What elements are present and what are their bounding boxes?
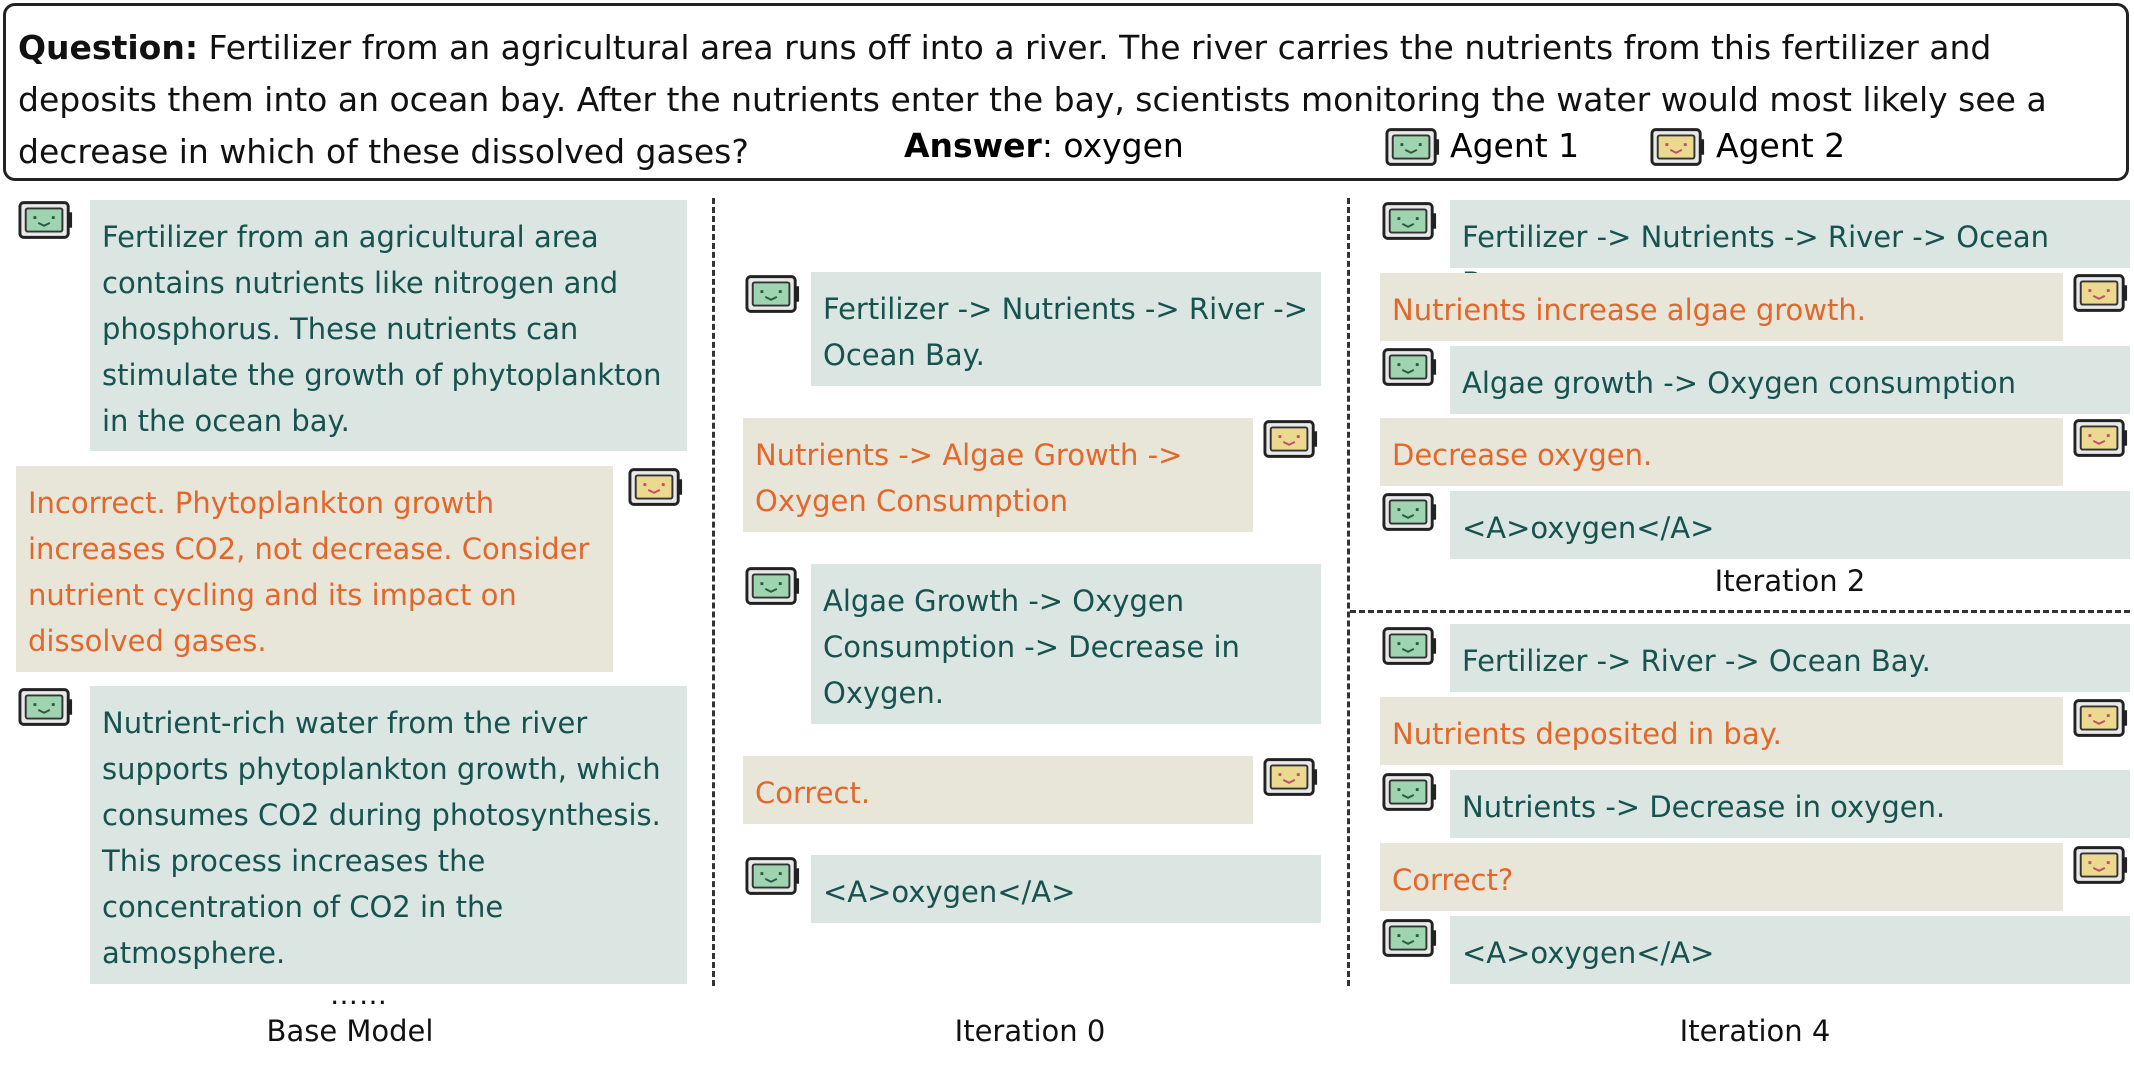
- agent1-icon: [1382, 626, 1438, 666]
- base-message-2: Incorrect. Phytoplankton growth increase…: [16, 466, 613, 672]
- answer-label: Answer: [904, 126, 1042, 165]
- agent2-icon: [628, 467, 684, 507]
- agent1-icon: [1382, 201, 1438, 241]
- question-box: Question: Fertilizer from an agricultura…: [3, 3, 2129, 181]
- agent1-icon: [18, 687, 74, 727]
- legend-agent1-label: Agent 1: [1450, 126, 1580, 165]
- label-base-model: Base Model: [266, 1014, 434, 1048]
- legend-agent2-label: Agent 2: [1716, 126, 1846, 165]
- label-iteration-4: Iteration 4: [1679, 1014, 1831, 1048]
- agent1-icon: [745, 856, 801, 896]
- iter2-message-4: Decrease oxygen.: [1380, 418, 2063, 486]
- iter2-message-2: Nutrients increase algae growth.: [1380, 273, 2063, 341]
- divider-left: [712, 198, 715, 986]
- agent1-icon: [745, 274, 801, 314]
- iter4-message-4: Correct?: [1380, 843, 2063, 911]
- agent2-icon: [2073, 418, 2129, 458]
- iter0-message-3: Algae Growth -> Oxygen Consumption -> De…: [811, 564, 1321, 724]
- base-message-3: Nutrient-rich water from the river suppo…: [90, 686, 687, 984]
- agent2-icon: [2073, 845, 2129, 885]
- iter2-message-5: <A>oxygen</A>: [1450, 491, 2130, 559]
- agent1-icon: [745, 566, 801, 606]
- agent2-icon: [2073, 698, 2129, 738]
- iter4-message-1: Fertilizer -> River -> Ocean Bay.: [1450, 624, 2130, 692]
- iter2-message-1: Fertilizer -> Nutrients -> River -> Ocea…: [1450, 200, 2130, 300]
- iter0-message-4: Correct.: [743, 756, 1253, 824]
- divider-right: [1347, 198, 1350, 986]
- base-message-1: Fertilizer from an agricultural area con…: [90, 200, 687, 451]
- agent1-icon: [1382, 347, 1438, 387]
- iter4-message-3: Nutrients -> Decrease in oxygen.: [1450, 770, 2130, 838]
- answer: Answer: oxygen: [904, 124, 1190, 168]
- agent1-icon: [18, 200, 74, 240]
- agent2-icon: [2073, 273, 2129, 313]
- iter2-message-3: Algae growth -> Oxygen consumption: [1450, 346, 2130, 414]
- agent1-icon: [1385, 127, 1441, 167]
- iter0-message-2: Nutrients -> Algae Growth -> Oxygen Cons…: [743, 418, 1253, 532]
- question-label: Question:: [18, 28, 199, 67]
- agent1-icon: [1382, 492, 1438, 532]
- label-iteration-0: Iteration 0: [954, 1014, 1106, 1048]
- iter0-message-5: <A>oxygen</A>: [811, 855, 1321, 923]
- label-iteration-2: Iteration 2: [1714, 564, 1866, 598]
- agent1-icon: [1382, 772, 1438, 812]
- answer-text: : oxygen: [1041, 126, 1184, 165]
- iter4-message-5: <A>oxygen</A>: [1450, 916, 2130, 984]
- ellipsis: ……: [330, 978, 388, 1011]
- question: Question: Fertilizer from an agricultura…: [18, 22, 2108, 178]
- agent2-icon: [1650, 127, 1706, 167]
- divider-iterations: [1350, 610, 2130, 613]
- agent1-icon: [1382, 918, 1438, 958]
- agent2-icon: [1263, 757, 1319, 797]
- iter4-message-2: Nutrients deposited in bay.: [1380, 697, 2063, 765]
- question-text: Fertilizer from an agricultural area run…: [18, 28, 2047, 171]
- iter0-message-1: Fertilizer -> Nutrients -> River -> Ocea…: [811, 272, 1321, 386]
- agent2-icon: [1263, 419, 1319, 459]
